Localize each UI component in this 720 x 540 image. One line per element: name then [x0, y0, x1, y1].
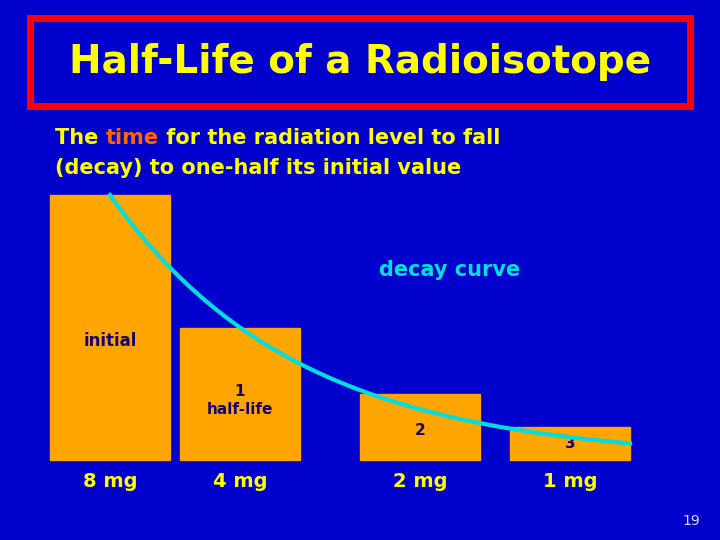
Text: initial: initial [84, 332, 137, 350]
Bar [360, 394, 480, 460]
Text: 3: 3 [564, 436, 575, 451]
Text: Half-Life of a Radioisotope: Half-Life of a Radioisotope [69, 43, 651, 81]
Text: 2 mg: 2 mg [392, 472, 447, 491]
Bar [510, 427, 630, 460]
Text: for the radiation level to fall: for the radiation level to fall [158, 128, 500, 148]
Text: 1 mg: 1 mg [543, 472, 598, 491]
Text: 1
half-life: 1 half-life [207, 384, 273, 416]
Text: 19: 19 [683, 514, 700, 528]
Bar [180, 327, 300, 460]
Text: time: time [106, 128, 158, 148]
Text: 8 mg: 8 mg [83, 472, 138, 491]
Bar [50, 195, 170, 460]
Text: 4 mg: 4 mg [212, 472, 267, 491]
Text: 2: 2 [415, 423, 426, 438]
Text: (decay) to one-half its initial value: (decay) to one-half its initial value [55, 158, 462, 178]
Bar [30, 18, 690, 106]
Text: The: The [55, 128, 106, 148]
Text: decay curve: decay curve [379, 260, 521, 280]
